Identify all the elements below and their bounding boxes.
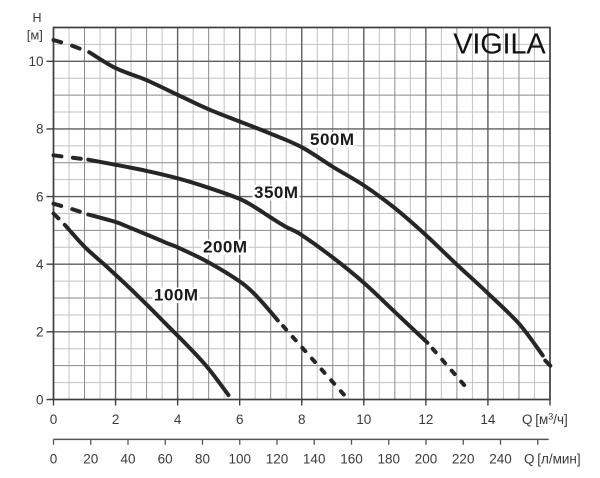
- svg-text:180: 180: [378, 452, 401, 467]
- svg-text:2: 2: [36, 325, 44, 340]
- svg-text:VIGILA: VIGILA: [453, 29, 546, 61]
- svg-text:8: 8: [298, 412, 306, 427]
- svg-text:12: 12: [418, 412, 433, 427]
- svg-text:20: 20: [83, 452, 98, 467]
- svg-text:2: 2: [112, 412, 120, 427]
- svg-text:500M: 500M: [310, 130, 355, 149]
- svg-text:240: 240: [489, 452, 512, 467]
- svg-text:6: 6: [236, 412, 244, 427]
- svg-text:40: 40: [120, 452, 135, 467]
- svg-text:4: 4: [174, 412, 182, 427]
- svg-text:[м]: [м]: [27, 28, 43, 43]
- svg-text:0: 0: [50, 412, 58, 427]
- svg-text:14: 14: [480, 412, 496, 427]
- svg-text:0: 0: [36, 392, 44, 407]
- svg-text:Q [м3/ч]: Q [м3/ч]: [522, 412, 568, 428]
- svg-text:80: 80: [195, 452, 210, 467]
- svg-text:10: 10: [28, 54, 43, 69]
- svg-text:8: 8: [36, 122, 44, 137]
- svg-text:120: 120: [266, 452, 289, 467]
- svg-text:6: 6: [36, 189, 44, 204]
- svg-text:Q [л/мин]: Q [л/мин]: [524, 452, 581, 467]
- svg-text:60: 60: [158, 452, 173, 467]
- svg-text:160: 160: [340, 452, 363, 467]
- svg-text:200M: 200M: [203, 238, 248, 257]
- svg-text:10: 10: [356, 412, 371, 427]
- svg-text:100: 100: [229, 452, 252, 467]
- svg-text:350M: 350M: [254, 183, 299, 202]
- svg-text:200: 200: [415, 452, 438, 467]
- svg-text:100M: 100M: [154, 286, 199, 305]
- svg-text:4: 4: [36, 257, 44, 272]
- svg-text:H: H: [32, 11, 41, 25]
- svg-text:0: 0: [50, 452, 58, 467]
- svg-text:220: 220: [452, 452, 475, 467]
- svg-text:140: 140: [303, 452, 326, 467]
